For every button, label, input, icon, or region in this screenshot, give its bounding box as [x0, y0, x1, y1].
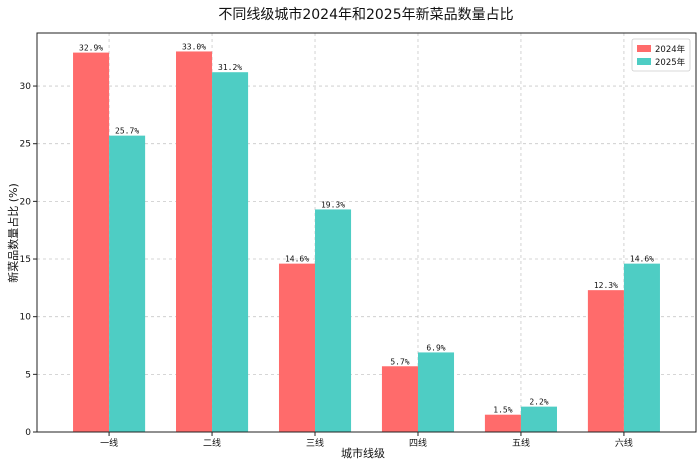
y-tick-label: 20 — [20, 197, 32, 207]
axis-ticks: 0 5 10 15 20 25 30 一线 二线 三线 四线 五线 六线 — [20, 82, 633, 449]
bar-2024 — [73, 52, 110, 433]
legend-label: 2025年 — [655, 57, 686, 68]
y-tick-label: 10 — [20, 313, 32, 323]
y-axis-label: 新菜品数量占比 (%) — [6, 183, 20, 283]
y-tick-label: 5 — [25, 370, 31, 380]
x-tick-label: 五线 — [512, 437, 530, 449]
plot-frame — [36, 32, 697, 433]
bars — [73, 51, 660, 433]
x-tick-label: 二线 — [203, 437, 221, 449]
x-tick-label: 一线 — [100, 437, 118, 449]
bar-2024 — [381, 366, 418, 432]
y-tick-label: 30 — [20, 82, 32, 92]
legend-swatch — [637, 45, 651, 52]
bar-value-label: 12.3% — [594, 281, 618, 290]
bar-value-label: 2.2% — [529, 398, 548, 407]
x-tick-label: 六线 — [615, 437, 633, 449]
x-tick-label: 三线 — [306, 437, 324, 449]
bar-2024 — [587, 290, 624, 432]
bar-2025 — [623, 263, 660, 432]
bar-value-label: 14.6% — [630, 255, 654, 264]
bar-2024 — [176, 51, 213, 432]
bar-value-label: 1.5% — [493, 406, 512, 415]
bar-2025 — [109, 135, 146, 433]
bar-value-label: 19.3% — [321, 200, 345, 209]
y-tick-label: 15 — [20, 255, 31, 265]
bar-2025 — [315, 209, 352, 432]
legend-label: 2024年 — [655, 44, 686, 55]
chart-title: 不同线级城市2024年和2025年新菜品数量占比 — [218, 6, 513, 23]
x-axis-label: 城市线级 — [341, 446, 385, 460]
bar-value-label: 32.9% — [79, 44, 103, 53]
bar-2025 — [417, 352, 455, 432]
bar-value-label: 25.7% — [115, 127, 139, 136]
bar-value-label: 31.2% — [218, 63, 242, 72]
bar-value-label: 5.7% — [390, 357, 409, 366]
legend-swatch — [637, 58, 651, 65]
x-tick-label: 四线 — [409, 437, 427, 449]
y-tick-label: 25 — [20, 140, 31, 150]
bar-2024 — [484, 414, 521, 432]
bar-2024 — [278, 263, 316, 432]
legend: 2024年 2025年 — [631, 38, 691, 72]
bar-2025 — [520, 406, 557, 432]
data-labels: 32.9% 33.0% 14.6% 5.7% 1.5% 12.3% 25.7% 31.2% 19… — [79, 42, 654, 414]
y-tick-label: 0 — [25, 428, 31, 438]
bar-value-label: 33.0% — [182, 42, 206, 51]
bar-2025 — [212, 72, 249, 432]
bar-value-label: 6.9% — [426, 343, 445, 352]
bar-value-label: 14.6% — [285, 255, 309, 264]
